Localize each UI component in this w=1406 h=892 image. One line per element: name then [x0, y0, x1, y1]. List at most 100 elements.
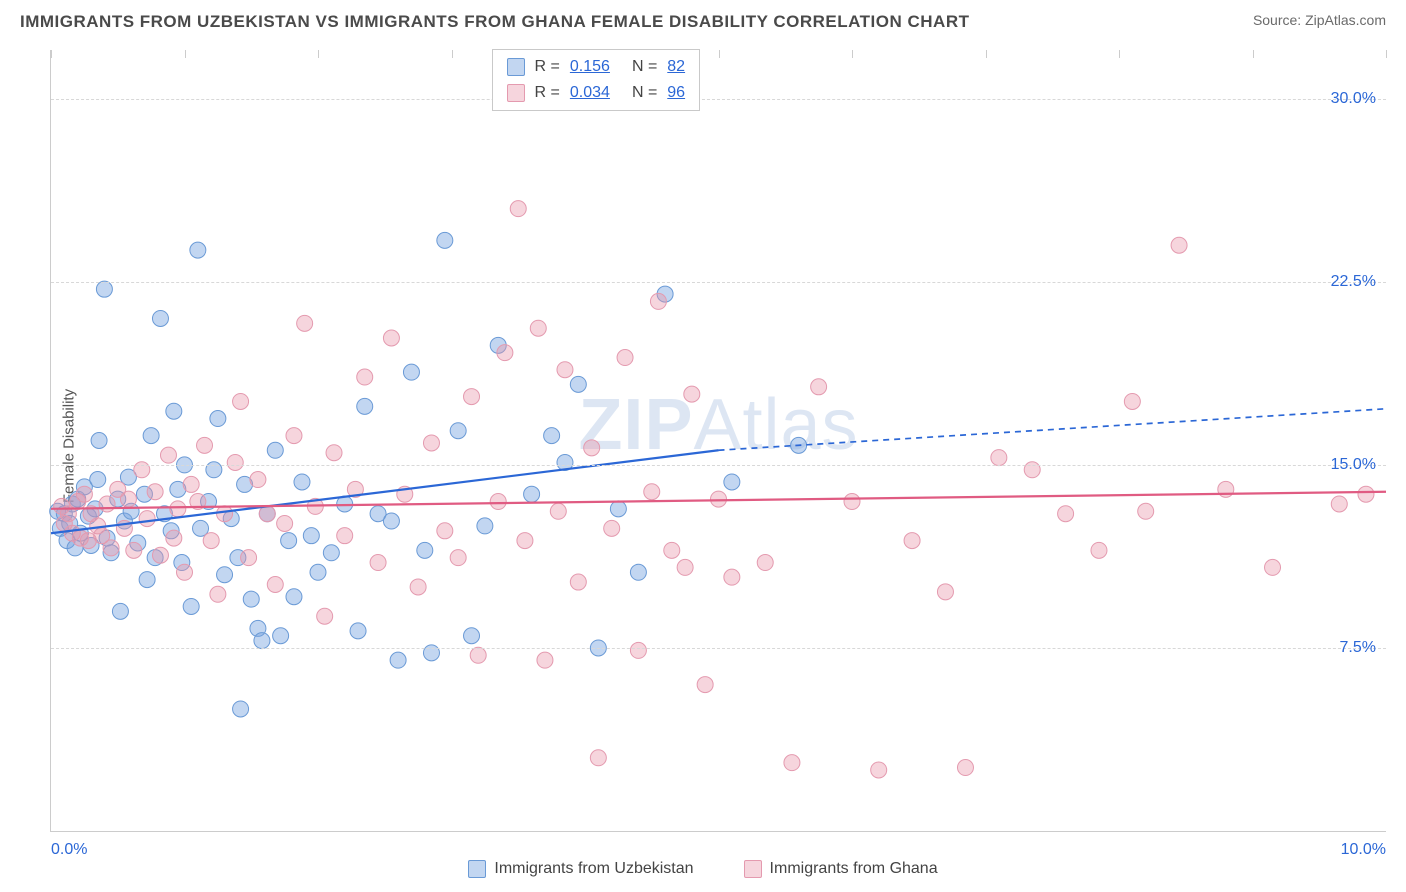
scatter-point-uzbekistan	[450, 423, 466, 439]
scatter-point-ghana	[437, 523, 453, 539]
correlation-legend: R = 0.156 N = 82R = 0.034N = 96	[492, 49, 701, 111]
scatter-point-ghana	[517, 533, 533, 549]
scatter-point-ghana	[170, 501, 186, 517]
source-label: Source: ZipAtlas.com	[1253, 12, 1386, 28]
scatter-point-ghana	[664, 542, 680, 558]
x-tick	[1253, 50, 1254, 58]
scatter-point-ghana	[357, 369, 373, 385]
scatter-point-ghana	[177, 564, 193, 580]
gridline-h	[51, 99, 1386, 100]
scatter-point-uzbekistan	[273, 628, 289, 644]
scatter-point-uzbekistan	[610, 501, 626, 517]
scatter-point-uzbekistan	[544, 428, 560, 444]
scatter-point-uzbekistan	[286, 589, 302, 605]
x-tick-label: 10.0%	[1341, 841, 1386, 859]
scatter-point-uzbekistan	[190, 242, 206, 258]
gridline-h	[51, 282, 1386, 283]
scatter-point-uzbekistan	[267, 442, 283, 458]
scatter-point-ghana	[510, 201, 526, 217]
legend-swatch	[507, 58, 525, 76]
x-tick	[185, 50, 186, 58]
scatter-point-ghana	[784, 755, 800, 771]
scatter-point-uzbekistan	[383, 513, 399, 529]
legend-n-value[interactable]: 96	[667, 80, 685, 106]
gridline-h	[51, 465, 1386, 466]
scatter-point-ghana	[277, 515, 293, 531]
scatter-point-uzbekistan	[403, 364, 419, 380]
x-tick-label: 0.0%	[51, 841, 87, 859]
scatter-point-ghana	[450, 550, 466, 566]
scatter-point-ghana	[139, 511, 155, 527]
scatter-point-ghana	[557, 362, 573, 378]
scatter-point-ghana	[590, 750, 606, 766]
scatter-point-ghana	[871, 762, 887, 778]
scatter-point-uzbekistan	[91, 433, 107, 449]
scatter-point-ghana	[183, 476, 199, 492]
scatter-point-ghana	[584, 440, 600, 456]
scatter-svg	[51, 50, 1386, 831]
scatter-point-ghana	[103, 540, 119, 556]
scatter-point-uzbekistan	[143, 428, 159, 444]
scatter-point-ghana	[957, 760, 973, 776]
correlation-legend-row: R = 0.156N = 82	[507, 54, 686, 80]
scatter-point-uzbekistan	[350, 623, 366, 639]
scatter-point-ghana	[697, 677, 713, 693]
trendline-dashed-uzbekistan	[719, 409, 1387, 450]
scatter-point-ghana	[684, 386, 700, 402]
scatter-point-ghana	[844, 494, 860, 510]
scatter-point-ghana	[1358, 486, 1374, 502]
scatter-point-ghana	[297, 315, 313, 331]
scatter-point-ghana	[644, 484, 660, 500]
scatter-point-ghana	[286, 428, 302, 444]
legend-n-label: N =	[632, 54, 657, 80]
x-tick	[51, 50, 52, 58]
scatter-point-ghana	[326, 445, 342, 461]
scatter-point-ghana	[383, 330, 399, 346]
legend-swatch	[744, 860, 762, 878]
scatter-point-ghana	[166, 530, 182, 546]
x-tick	[452, 50, 453, 58]
scatter-point-ghana	[1058, 506, 1074, 522]
legend-r-value[interactable]: 0.156	[570, 54, 610, 80]
scatter-point-uzbekistan	[390, 652, 406, 668]
scatter-point-ghana	[1331, 496, 1347, 512]
legend-swatch	[468, 860, 486, 878]
scatter-point-uzbekistan	[254, 633, 270, 649]
scatter-point-uzbekistan	[437, 232, 453, 248]
legend-r-label: R =	[535, 80, 560, 106]
scatter-point-ghana	[160, 447, 176, 463]
legend-item-uzbekistan: Immigrants from Uzbekistan	[468, 860, 693, 878]
x-tick	[318, 50, 319, 58]
scatter-point-ghana	[464, 389, 480, 405]
scatter-point-ghana	[470, 647, 486, 663]
scatter-point-ghana	[1171, 237, 1187, 253]
scatter-point-ghana	[530, 320, 546, 336]
legend-swatch	[507, 84, 525, 102]
scatter-point-uzbekistan	[310, 564, 326, 580]
scatter-point-uzbekistan	[217, 567, 233, 583]
legend-n-value[interactable]: 82	[667, 54, 685, 80]
correlation-legend-row: R = 0.034N = 96	[507, 80, 686, 106]
scatter-point-uzbekistan	[96, 281, 112, 297]
scatter-point-ghana	[724, 569, 740, 585]
scatter-point-ghana	[650, 293, 666, 309]
scatter-point-ghana	[250, 472, 266, 488]
scatter-point-ghana	[1265, 559, 1281, 575]
scatter-point-uzbekistan	[166, 403, 182, 419]
scatter-point-ghana	[241, 550, 257, 566]
scatter-point-uzbekistan	[152, 310, 168, 326]
scatter-point-uzbekistan	[294, 474, 310, 490]
scatter-point-uzbekistan	[139, 572, 155, 588]
x-tick	[719, 50, 720, 58]
scatter-point-ghana	[604, 520, 620, 536]
legend-label: Immigrants from Ghana	[770, 860, 938, 878]
scatter-point-uzbekistan	[303, 528, 319, 544]
scatter-point-ghana	[197, 437, 213, 453]
scatter-point-uzbekistan	[524, 486, 540, 502]
legend-r-value[interactable]: 0.034	[570, 80, 610, 106]
scatter-point-uzbekistan	[724, 474, 740, 490]
scatter-point-ghana	[126, 542, 142, 558]
scatter-point-ghana	[210, 586, 226, 602]
scatter-point-uzbekistan	[570, 376, 586, 392]
scatter-point-uzbekistan	[357, 398, 373, 414]
